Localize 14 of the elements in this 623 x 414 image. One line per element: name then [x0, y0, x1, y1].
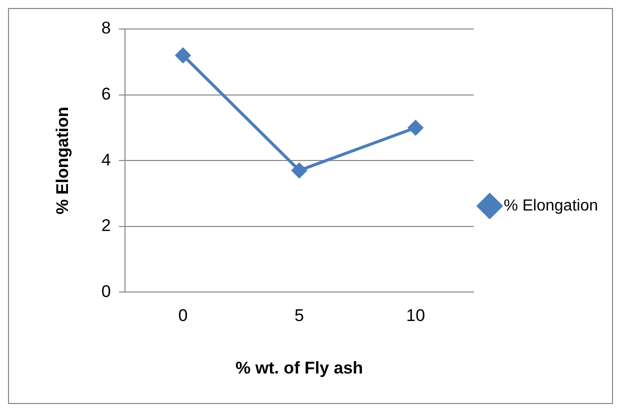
y-tick-label: 2	[101, 216, 111, 236]
y-tick-label: 0	[101, 282, 111, 301]
y-tick-label: 4	[101, 150, 111, 170]
x-tick-label: 0	[178, 306, 188, 326]
y-tick-label: 8	[101, 18, 111, 38]
legend-label: % Elongation	[504, 197, 598, 214]
x-tick-label: 10	[406, 306, 426, 326]
y-axis-title: % Elongation	[52, 106, 72, 214]
x-axis-title: % wt. of Fly ash	[236, 358, 364, 378]
point	[408, 120, 424, 136]
y-tick-label: 6	[101, 84, 111, 104]
point	[176, 48, 190, 63]
point	[292, 162, 307, 178]
x-tick-label: 5	[294, 306, 304, 326]
